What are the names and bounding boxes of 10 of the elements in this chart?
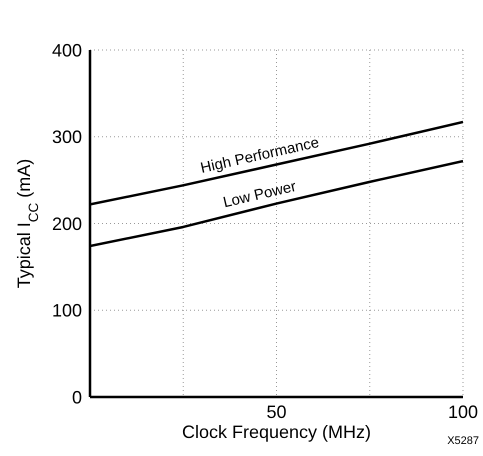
text: Low Power [222,178,298,212]
x-tick-label: 50 [266,402,287,422]
y-tick-label: 0 [72,387,82,408]
y-tick-label: 300 [52,127,82,148]
text: X5287 [447,435,479,447]
y-tick-label: 400 [52,40,82,60]
y-tick-label: 200 [52,214,82,234]
x-axis-title: Clock Frequency (MHz) [182,422,372,442]
y-tick-label: 100 [52,300,82,321]
text: High Performance [198,134,321,177]
